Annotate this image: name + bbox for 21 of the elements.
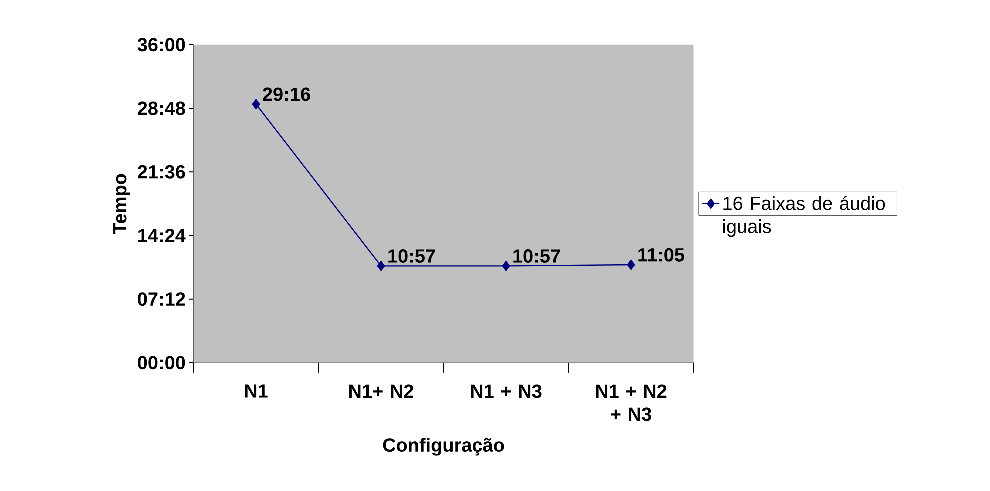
x-tick-label: N1: [245, 384, 268, 398]
y-tick-label: 28:48: [138, 102, 186, 116]
x-tick-label: N1 + N2 + N3: [596, 384, 667, 422]
y-tick-label: 07:12: [138, 292, 186, 306]
point: [252, 99, 260, 110]
data-label: 10:57: [388, 250, 436, 263]
point: [627, 260, 636, 270]
y-tick-label: 36:00: [138, 38, 186, 52]
data-label: 11:05: [638, 248, 684, 262]
y-tick-label: 21:36: [138, 165, 186, 179]
y-tick-label: 14:24: [138, 229, 186, 242]
data-label: 29:16: [263, 88, 310, 102]
x-tick-label: N1+ N2: [350, 384, 414, 398]
x-axis-title: Configuração: [383, 438, 504, 456]
y-axis-title: Tempo: [113, 174, 130, 234]
data-label: 10:57: [514, 250, 560, 263]
point: [377, 261, 386, 272]
x-tick-label: N1 + N3: [471, 384, 542, 398]
point: [502, 261, 510, 272]
legend-label: 16 Faixas de áudio iguais: [723, 196, 886, 238]
y-tick-label: 00:00: [138, 356, 186, 370]
